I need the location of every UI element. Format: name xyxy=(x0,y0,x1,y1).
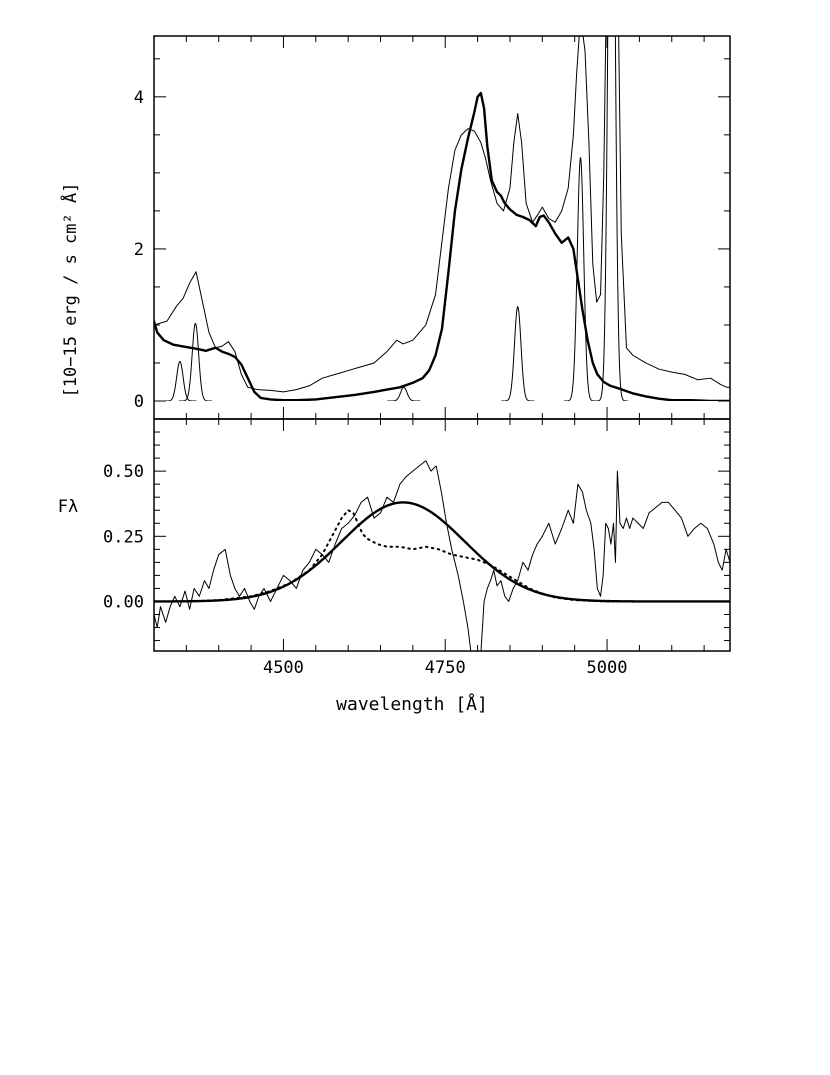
emission-line-component-0 xyxy=(163,360,197,401)
top-ticks xyxy=(153,36,730,419)
emission-line-component-1 xyxy=(178,322,213,401)
emission-line-component-5 xyxy=(594,36,629,401)
emission-line-component-4 xyxy=(563,157,598,401)
emission-line-component-2 xyxy=(387,386,421,401)
y-tick-label: 0.50 xyxy=(103,462,144,482)
top-series-group xyxy=(154,36,730,401)
bottom-series-group xyxy=(154,460,730,651)
bottom-ytick-labels: 0.00 0.25 0.50 xyxy=(103,462,144,612)
y-tick-label: 0 xyxy=(134,392,144,412)
bottom-xtick-labels: 4500 4750 5000 xyxy=(263,658,628,678)
x-tick-label: 5000 xyxy=(587,658,628,678)
top-panel: 0 2 4 xyxy=(134,35,731,420)
series-thick-line-1 xyxy=(154,501,730,603)
bottom-panel-frame xyxy=(153,418,731,652)
x-tick-label: 4500 xyxy=(263,658,304,678)
x-axis-label: wavelength [Å] xyxy=(336,693,488,715)
bottom-panel: 0.00 0.25 0.50 4500 4750 5000 xyxy=(103,418,731,678)
series-dotted-line-2 xyxy=(154,509,730,603)
bottom-ticks xyxy=(153,418,730,651)
y-tick-label: 0.00 xyxy=(103,592,144,612)
x-tick-label: 4750 xyxy=(425,658,466,678)
series-thin-line-0 xyxy=(154,460,730,651)
y-tick-label: 2 xyxy=(134,240,144,260)
top-y-axis-label: [10−15 erg / s cm² Å] xyxy=(59,183,81,398)
emission-line-component-3 xyxy=(501,306,535,401)
series-thick-line-1 xyxy=(154,91,730,401)
series-thin-line-0 xyxy=(154,36,730,393)
bottom-y-axis-label: Fλ xyxy=(58,497,78,517)
top-ytick-labels: 0 2 4 xyxy=(134,88,144,412)
y-tick-label: 4 xyxy=(134,88,144,108)
y-tick-label: 0.25 xyxy=(103,527,144,547)
